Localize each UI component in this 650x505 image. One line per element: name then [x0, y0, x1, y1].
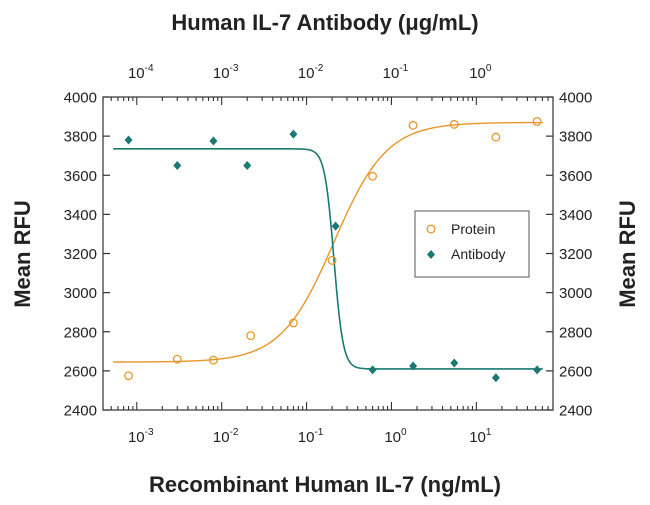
antibody-point — [409, 361, 418, 371]
protein-point — [449, 119, 459, 129]
protein-point — [288, 318, 298, 328]
ytick-label-left: 2400 — [64, 403, 97, 420]
ytick-label-right: 4000 — [559, 90, 592, 107]
xtick-label: 100 — [384, 427, 407, 446]
protein-point — [246, 331, 256, 341]
legend-box — [414, 210, 530, 278]
xtick-label-base: 10 — [469, 429, 486, 446]
ytick-label-left: 3600 — [64, 168, 97, 185]
xtick-label-exponent: -3 — [145, 427, 154, 438]
xtick-label-exponent: -4 — [145, 63, 154, 74]
left-axis-title: Mean RFU — [10, 200, 35, 308]
xtick-label-exponent: -2 — [314, 63, 323, 74]
protein-point — [208, 355, 218, 365]
protein-point — [368, 171, 378, 181]
xtick-label: 10-2 — [298, 63, 324, 82]
xtick-label-base: 10 — [383, 65, 400, 82]
legend-label-antibody: Antibody — [451, 246, 505, 262]
antibody-point — [243, 160, 252, 170]
ytick-label-right: 3800 — [559, 129, 592, 146]
xtick-label-exponent: 0 — [486, 63, 492, 74]
xtick-label-exponent: -2 — [230, 427, 239, 438]
protein-point — [327, 255, 337, 265]
antibody-point — [331, 221, 340, 231]
ytick-label-right: 3400 — [559, 207, 592, 224]
xtick-label-base: 10 — [384, 429, 401, 446]
antibody-point — [533, 365, 542, 375]
xtick-label-base: 10 — [128, 429, 145, 446]
legend: Protein Antibody — [414, 210, 530, 278]
xtick-label-base: 10 — [128, 65, 145, 82]
antibody-point — [450, 358, 459, 368]
ytick-label-right: 2600 — [559, 363, 592, 380]
antibody-point — [368, 365, 377, 375]
ytick-label-left: 4000 — [64, 90, 97, 107]
xtick-label-base: 10 — [213, 65, 230, 82]
ytick-label-left: 3200 — [64, 246, 97, 263]
data-points — [124, 117, 542, 383]
protein-point — [172, 354, 182, 364]
xtick-label-exponent: -1 — [314, 427, 323, 438]
xtick-label-base: 10 — [298, 429, 315, 446]
xtick-label: 10-3 — [213, 63, 239, 82]
xtick-label: 10-1 — [383, 63, 409, 82]
antibody-point — [124, 135, 133, 145]
antibody-fit-curve — [113, 148, 543, 370]
xtick-label-exponent: -3 — [230, 63, 239, 74]
protein-point — [491, 132, 501, 142]
xtick-label: 100 — [469, 63, 492, 82]
xtick-label-base: 10 — [213, 429, 230, 446]
ytick-label-left: 3000 — [64, 285, 97, 302]
legend-label-protein: Protein — [451, 221, 495, 237]
antibody-point — [491, 373, 500, 383]
ytick-label-right: 3000 — [559, 285, 592, 302]
ytick-label-right: 3600 — [559, 168, 592, 185]
xtick-label: 10-3 — [128, 427, 154, 446]
xtick-label-exponent: 1 — [486, 427, 492, 438]
xtick-label-base: 10 — [469, 65, 486, 82]
xtick-label: 10-1 — [298, 427, 324, 446]
protein-point — [532, 117, 542, 126]
xtick-label-exponent: -1 — [399, 63, 408, 74]
axis-ticks: 2400 2400 2600 2600 2800 2800 3000 3000 3200 3200… — [64, 63, 593, 446]
ytick-label-left: 2600 — [64, 363, 97, 380]
xtick-label: 10-2 — [213, 427, 239, 446]
ytick-label-left: 3400 — [64, 207, 97, 224]
legend-marker-antibody — [427, 250, 435, 259]
antibody-point — [289, 129, 298, 139]
top-axis-title: Human IL-7 Antibody (μg/mL) — [171, 10, 478, 35]
ytick-label-right: 3200 — [559, 246, 592, 263]
protein-point — [124, 371, 134, 381]
xtick-label-base: 10 — [298, 65, 315, 82]
xtick-label: 101 — [469, 427, 492, 446]
ytick-label-left: 2800 — [64, 324, 97, 341]
ytick-label-left: 3800 — [64, 129, 97, 146]
fit-curves — [113, 121, 543, 370]
xtick-label: 10-4 — [128, 63, 154, 82]
legend-marker-protein — [426, 224, 436, 234]
xtick-label-exponent: 0 — [401, 427, 407, 438]
antibody-point — [209, 136, 218, 146]
ytick-label-right: 2800 — [559, 324, 592, 341]
antibody-point — [173, 160, 182, 170]
protein-point — [408, 120, 418, 130]
bottom-axis-title: Recombinant Human IL-7 (ng/mL) — [149, 472, 501, 497]
ytick-label-right: 2400 — [559, 403, 592, 420]
protein-fit-curve — [113, 121, 543, 363]
right-axis-title: Mean RFU — [615, 200, 640, 308]
